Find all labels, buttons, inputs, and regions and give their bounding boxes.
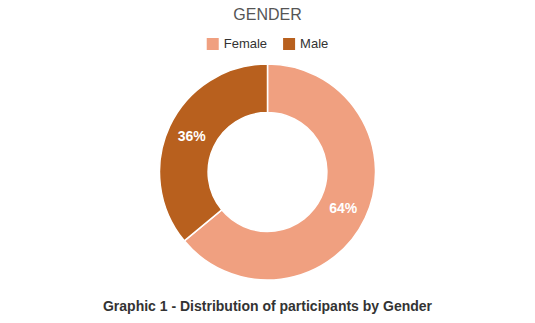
data-label: 64% xyxy=(329,200,358,216)
legend-label: Female xyxy=(224,36,267,51)
chart: GENDER Female Male 64% 36% Graphic 1 - Distri… xyxy=(0,0,535,323)
chart-container: GENDER Female Male 64% 36% Graphic 1 - Distri… xyxy=(0,0,535,323)
legend: Female Male xyxy=(207,36,329,51)
legend-label: Male xyxy=(300,36,328,51)
data-labels: 64% 36% xyxy=(178,128,358,215)
title: GENDER xyxy=(233,6,301,23)
legend-swatch xyxy=(283,38,295,50)
legend-swatch xyxy=(207,38,219,50)
caption: Graphic 1 - Distribution of participants… xyxy=(103,298,433,314)
slice xyxy=(159,64,267,241)
data-label: 36% xyxy=(178,128,207,144)
slices xyxy=(159,64,375,280)
